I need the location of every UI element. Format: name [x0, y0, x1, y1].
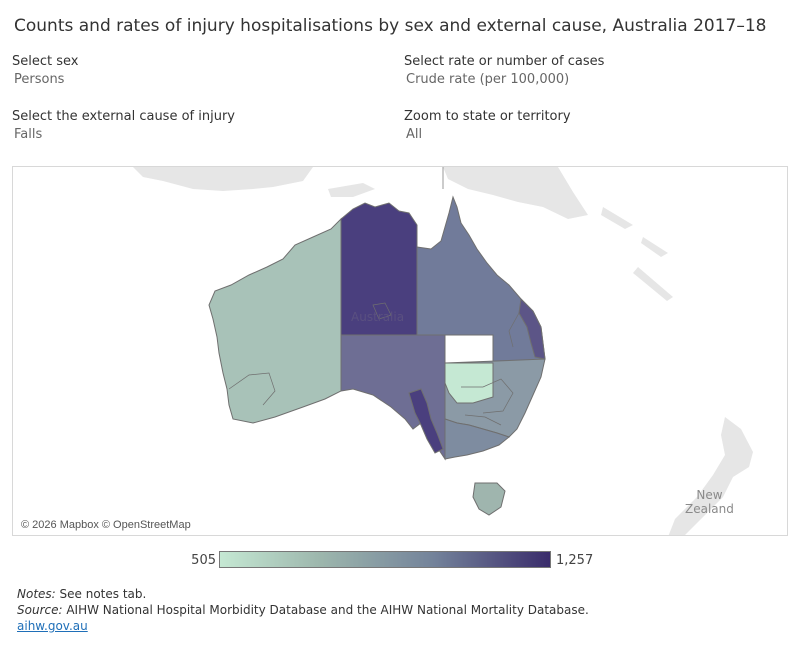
legend-min-value: 505: [191, 553, 216, 568]
sex-filter-label: Select sex: [12, 54, 79, 69]
region-western-australia[interactable]: [208, 217, 342, 424]
legend-color-bar: [219, 551, 551, 568]
zoom-filter-label: Zoom to state or territory: [404, 109, 571, 124]
zoom-filter-value[interactable]: All: [406, 127, 423, 142]
map-canvas[interactable]: [13, 167, 788, 536]
region-southeast-queensland[interactable]: [518, 297, 546, 360]
source-text: AIHW National Hospital Morbidity Databas…: [62, 603, 589, 617]
sex-filter-value[interactable]: Persons: [14, 72, 65, 87]
map-panel[interactable]: Australia New Zealand © 2026 Mapbox © Op…: [12, 166, 788, 536]
region-tasmania[interactable]: [472, 482, 506, 516]
region-adelaide[interactable]: [408, 388, 444, 454]
aihw-link[interactable]: aihw.gov.au: [17, 619, 88, 633]
notes-line: Notes: See notes tab.: [17, 586, 589, 602]
notes-text: See notes tab.: [55, 587, 147, 601]
papua-new-guinea-landmass: [443, 167, 588, 219]
rate-filter-value[interactable]: Crude rate (per 100,000): [406, 72, 570, 87]
new-zealand-label-line2: Zealand: [685, 502, 734, 516]
subregion-lines: [228, 302, 520, 426]
solomon-islands-landmass: [601, 207, 668, 257]
legend-max-value: 1,257: [556, 553, 594, 568]
new-zealand-label: New Zealand: [685, 488, 734, 516]
country-label: Australia: [351, 310, 405, 324]
timor-landmass: [328, 183, 375, 197]
cause-filter-label: Select the external cause of injury: [12, 109, 235, 124]
rate-filter: Select rate or number of cases Crude rat…: [404, 54, 764, 87]
page-title: Counts and rates of injury hospitalisati…: [14, 16, 767, 36]
new-zealand-landmass: [668, 417, 753, 535]
new-caledonia-landmass: [633, 267, 673, 301]
notes-label: Notes:: [17, 587, 56, 601]
indonesia-landmass: [133, 167, 313, 191]
source-label: Source:: [17, 603, 63, 617]
map-attribution[interactable]: © 2026 Mapbox © OpenStreetMap: [21, 519, 191, 531]
region-victoria[interactable]: [444, 418, 511, 460]
new-zealand-label-line1: New: [696, 488, 723, 502]
source-line: Source: AIHW National Hospital Morbidity…: [17, 602, 589, 618]
rate-filter-label: Select rate or number of cases: [404, 54, 605, 69]
sex-filter: Select sex Persons: [12, 54, 372, 87]
region-far-west-nsw[interactable]: [444, 362, 494, 404]
zoom-filter: Zoom to state or territory All: [404, 109, 764, 142]
footnotes: Notes: See notes tab. Source: AIHW Natio…: [17, 586, 589, 634]
cause-filter-value[interactable]: Falls: [14, 127, 43, 142]
cause-filter: Select the external cause of injury Fall…: [12, 109, 372, 142]
